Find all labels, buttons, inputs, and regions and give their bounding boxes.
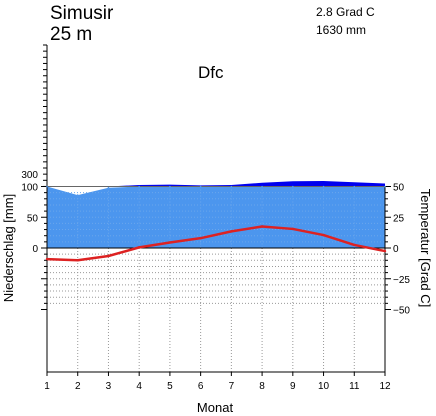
precipitation-area-perhumid (47, 180, 385, 187)
axes (41, 44, 391, 376)
month-tick-label: 2 (75, 381, 81, 392)
temperature-point (76, 259, 79, 262)
station-name: Simusir (50, 3, 114, 24)
precipitation-point (322, 185, 325, 188)
precipitation-point (292, 185, 294, 188)
grid-lines (47, 186, 385, 372)
month-tick-label: 11 (349, 381, 360, 392)
temperature-point (107, 254, 110, 258)
month-tick-label: 12 (379, 381, 391, 392)
month-tick-label: 1 (44, 381, 50, 392)
station-elevation: 25 m (50, 24, 92, 45)
precipitation-point (230, 185, 233, 188)
precipitation-point (138, 185, 140, 188)
temperature-point (45, 257, 49, 261)
month-tick-label: 5 (167, 381, 173, 392)
precipitation-point (76, 194, 79, 196)
precipitation-point (107, 186, 110, 189)
climate-class: Dfc (198, 63, 224, 82)
mean-temperature: 2.8 Grad C (316, 5, 375, 19)
temp-tick-label: 0 (393, 244, 399, 255)
temperature-point (230, 230, 233, 233)
temperature-series (46, 225, 386, 262)
precipitation-point (353, 185, 356, 188)
temperature-point (383, 249, 387, 253)
precipitation-point (199, 185, 202, 188)
month-tick-label: 4 (136, 381, 142, 392)
temperature-point (199, 236, 202, 240)
precipitation-point (384, 185, 386, 188)
precip-tick-label: 100 (21, 183, 38, 194)
y-axis-label-left: Niederschlag [mm] (1, 194, 16, 302)
temp-tick-label: 25 (393, 213, 405, 224)
temp-tick-label: −50 (393, 306, 410, 317)
month-tick-label: 6 (198, 381, 204, 392)
temp-tick-label: 50 (393, 183, 405, 194)
precipitation-point (169, 185, 171, 188)
temp-tick-label: −25 (393, 275, 410, 286)
temperature-point (168, 241, 172, 244)
precip-tick-label: 50 (27, 213, 39, 224)
month-tick-label: 3 (106, 381, 112, 392)
month-tick-label: 10 (318, 381, 330, 392)
month-tick-label: 9 (290, 381, 296, 392)
precip-tick-label: 300 (21, 170, 38, 181)
temperature-point (260, 225, 264, 228)
month-tick-label: 8 (259, 381, 265, 392)
annual-precipitation: 1630 mm (316, 23, 366, 37)
temperature-point (353, 243, 356, 247)
x-axis-label: Monat (197, 400, 234, 415)
precipitation-point (46, 185, 48, 188)
temperature-point (137, 246, 141, 249)
temperature-line (45, 185, 387, 262)
y-axis-label-right: Temperatur [Grad C] (418, 189, 433, 308)
precipitation-point (261, 185, 263, 188)
temperature-point (322, 233, 325, 237)
temperature-point (291, 227, 295, 231)
precip-tick-label: 0 (32, 244, 38, 255)
month-tick-label: 7 (229, 381, 235, 392)
